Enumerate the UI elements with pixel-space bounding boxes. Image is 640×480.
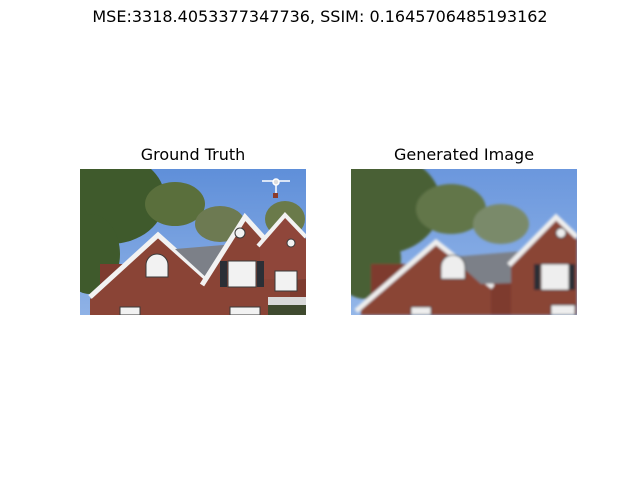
ground-truth-panel: Ground Truth bbox=[80, 145, 306, 315]
generated-image-title: Generated Image bbox=[393, 145, 535, 164]
figure-title: MSE:3318.4053377347736, SSIM: 0.16457064… bbox=[92, 7, 548, 26]
ground-truth-image bbox=[80, 169, 306, 315]
generated-image-panel: Generated Image bbox=[351, 145, 577, 315]
ground-truth-title: Ground Truth bbox=[140, 145, 246, 164]
generated-image bbox=[351, 169, 577, 315]
